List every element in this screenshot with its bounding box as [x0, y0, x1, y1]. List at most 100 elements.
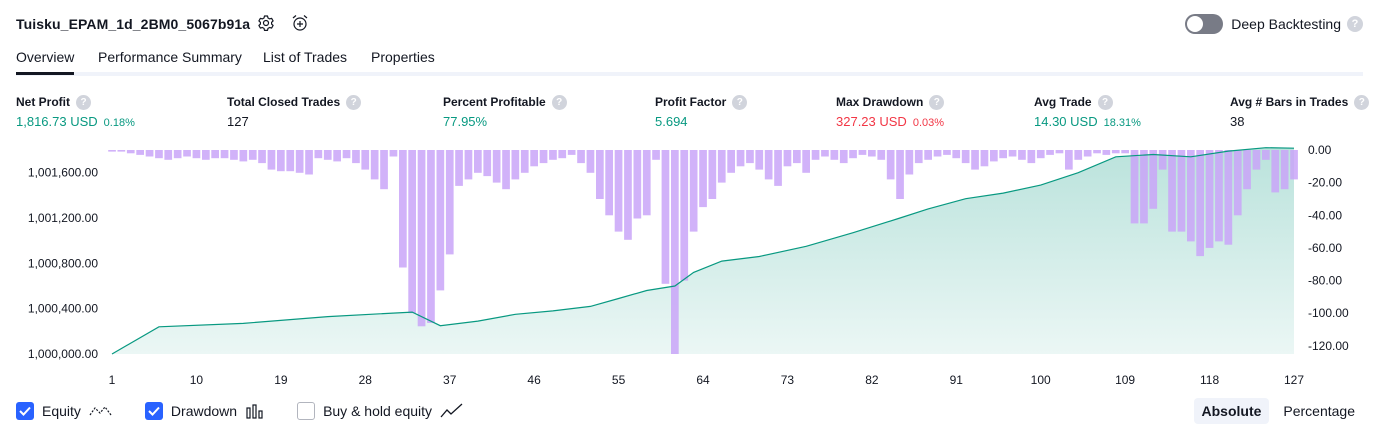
drawdown-bar — [774, 150, 782, 186]
x-tick-label: 127 — [1284, 373, 1304, 387]
drawdown-bar — [1130, 150, 1139, 224]
drawdown-bar — [1205, 150, 1214, 248]
help-icon[interactable]: ? — [1347, 16, 1363, 32]
drawdown-bar — [1187, 150, 1195, 242]
y-right-tick-label: -80.00 — [1308, 274, 1342, 288]
drawdown-bar — [1233, 150, 1242, 216]
drawdown-bar — [305, 150, 313, 175]
legend-label: Buy & hold equity — [323, 403, 433, 419]
drawdown-bar — [455, 150, 463, 186]
drawdown-bar — [1102, 150, 1111, 155]
drawdown-bar — [267, 150, 276, 170]
drawdown-bar — [286, 150, 295, 172]
drawdown-bar — [520, 150, 529, 173]
stat-value: 38 — [1230, 114, 1245, 129]
drawdown-bar — [1111, 150, 1120, 154]
drawdown-bar — [952, 150, 961, 159]
help-icon[interactable]: ? — [1097, 94, 1113, 110]
x-tick-label: 10 — [190, 373, 204, 387]
drawdown-bar — [230, 150, 238, 160]
drawdown-bar — [933, 150, 942, 157]
stat-avg-trade: Avg Trade? 14.30 USD 18.31% — [1034, 93, 1141, 129]
help-icon[interactable]: ? — [76, 94, 91, 110]
mode-absolute-button[interactable]: Absolute — [1193, 398, 1270, 424]
x-tick-label: 73 — [781, 373, 795, 387]
drawdown-bar — [145, 150, 154, 157]
drawdown-bar — [399, 150, 407, 268]
drawdown-bar — [417, 150, 426, 327]
drawdown-bar — [671, 150, 679, 354]
gear-icon[interactable] — [256, 13, 276, 33]
drawdown-bar — [990, 150, 998, 162]
y-left-tick-label: 1,000,000.00 — [28, 347, 98, 361]
help-icon[interactable]: ? — [732, 94, 748, 110]
y-left-tick-label: 1,001,600.00 — [28, 166, 98, 180]
y-left-tick-label: 1,001,200.00 — [28, 211, 98, 225]
legend-buy-hold-equity[interactable]: Buy & hold equity — [297, 402, 464, 420]
legend-drawdown[interactable]: Drawdown — [144, 402, 265, 420]
y-right-tick-label: -120.00 — [1308, 339, 1349, 353]
stat-total-closed-trades: Total Closed Trades? 127 — [227, 93, 362, 129]
tab-properties[interactable]: Properties — [371, 49, 435, 65]
drawdown-bar — [342, 150, 351, 159]
mode-percentage-button[interactable]: Percentage — [1283, 403, 1355, 419]
tab-performance-summary[interactable]: Performance Summary — [98, 49, 242, 65]
drawdown-bar — [1046, 150, 1054, 155]
equity-checkbox[interactable] — [16, 402, 34, 420]
y-right-tick-label: -100.00 — [1308, 306, 1349, 320]
stat-percent: 0.18% — [103, 117, 135, 129]
drawdown-bar — [717, 150, 726, 183]
drawdown-bar — [155, 150, 163, 159]
drawdown-bar — [642, 150, 651, 216]
drawdown-bar — [877, 150, 886, 160]
help-icon[interactable]: ? — [929, 94, 945, 110]
drawdown-bar — [633, 150, 642, 219]
drawdown-bar — [802, 150, 810, 173]
help-icon[interactable]: ? — [1354, 94, 1370, 110]
x-tick-label: 118 — [1200, 373, 1219, 387]
drawdown-bar — [511, 150, 520, 180]
drawdown-bar — [783, 150, 792, 167]
drawdown-bar — [108, 150, 116, 152]
drawdown-bar — [389, 150, 398, 157]
drawdown-bar — [220, 150, 229, 159]
stat-label: Percent Profitable — [443, 95, 546, 109]
drawdown-bar — [1262, 150, 1270, 160]
legend-equity[interactable]: Equity — [16, 402, 113, 420]
drawdown-bar — [1271, 150, 1280, 193]
drawdown-bar — [164, 150, 173, 160]
drawdown-bar — [239, 150, 248, 162]
tab-list-of-trades[interactable]: List of Trades — [263, 49, 348, 65]
drawdown-bar — [370, 150, 379, 180]
drawdown-bar — [1121, 150, 1129, 154]
drawdown-bar — [295, 150, 304, 173]
deep-backtesting-label: Deep Backtesting — [1231, 16, 1341, 32]
help-icon[interactable]: ? — [346, 94, 362, 110]
drawdown-bar — [1074, 150, 1083, 160]
drawdown-bar — [736, 150, 745, 167]
drawdown-bar — [277, 150, 285, 172]
help-icon[interactable]: ? — [551, 94, 567, 110]
alarm-clock-plus-icon[interactable] — [290, 13, 310, 33]
drawdown-bar — [849, 150, 857, 159]
drawdown-bar — [755, 150, 764, 170]
drawdown-bar — [1140, 150, 1148, 224]
buy-hold-checkbox[interactable] — [297, 402, 316, 420]
equity-drawdown-chart[interactable]: 1,000,000.00 1,000,400.00 1,000,800.00 1,00… — [0, 140, 1379, 390]
drawdown-bar — [914, 150, 923, 164]
tab-overview[interactable]: Overview — [16, 49, 75, 75]
report-tabs: Overview Performance Summary List of Tra… — [16, 46, 1363, 76]
x-tick-label: 28 — [359, 373, 373, 387]
drawdown-bar — [661, 150, 670, 284]
drawdown-bar — [483, 150, 492, 177]
drawdown-bar — [1158, 150, 1167, 170]
x-tick-label: 1 — [109, 373, 116, 387]
stat-max-drawdown: Max Drawdown? 327.23 USD 0.03% — [836, 93, 945, 129]
drawdown-checkbox[interactable] — [144, 402, 163, 420]
deep-backtesting-toggle[interactable] — [1185, 14, 1224, 34]
drawdown-bar — [839, 150, 848, 164]
drawdown-bar — [586, 150, 595, 173]
drawdown-bar — [1083, 150, 1092, 157]
drawdown-bar — [680, 150, 689, 281]
drawdown-bar — [746, 150, 754, 164]
